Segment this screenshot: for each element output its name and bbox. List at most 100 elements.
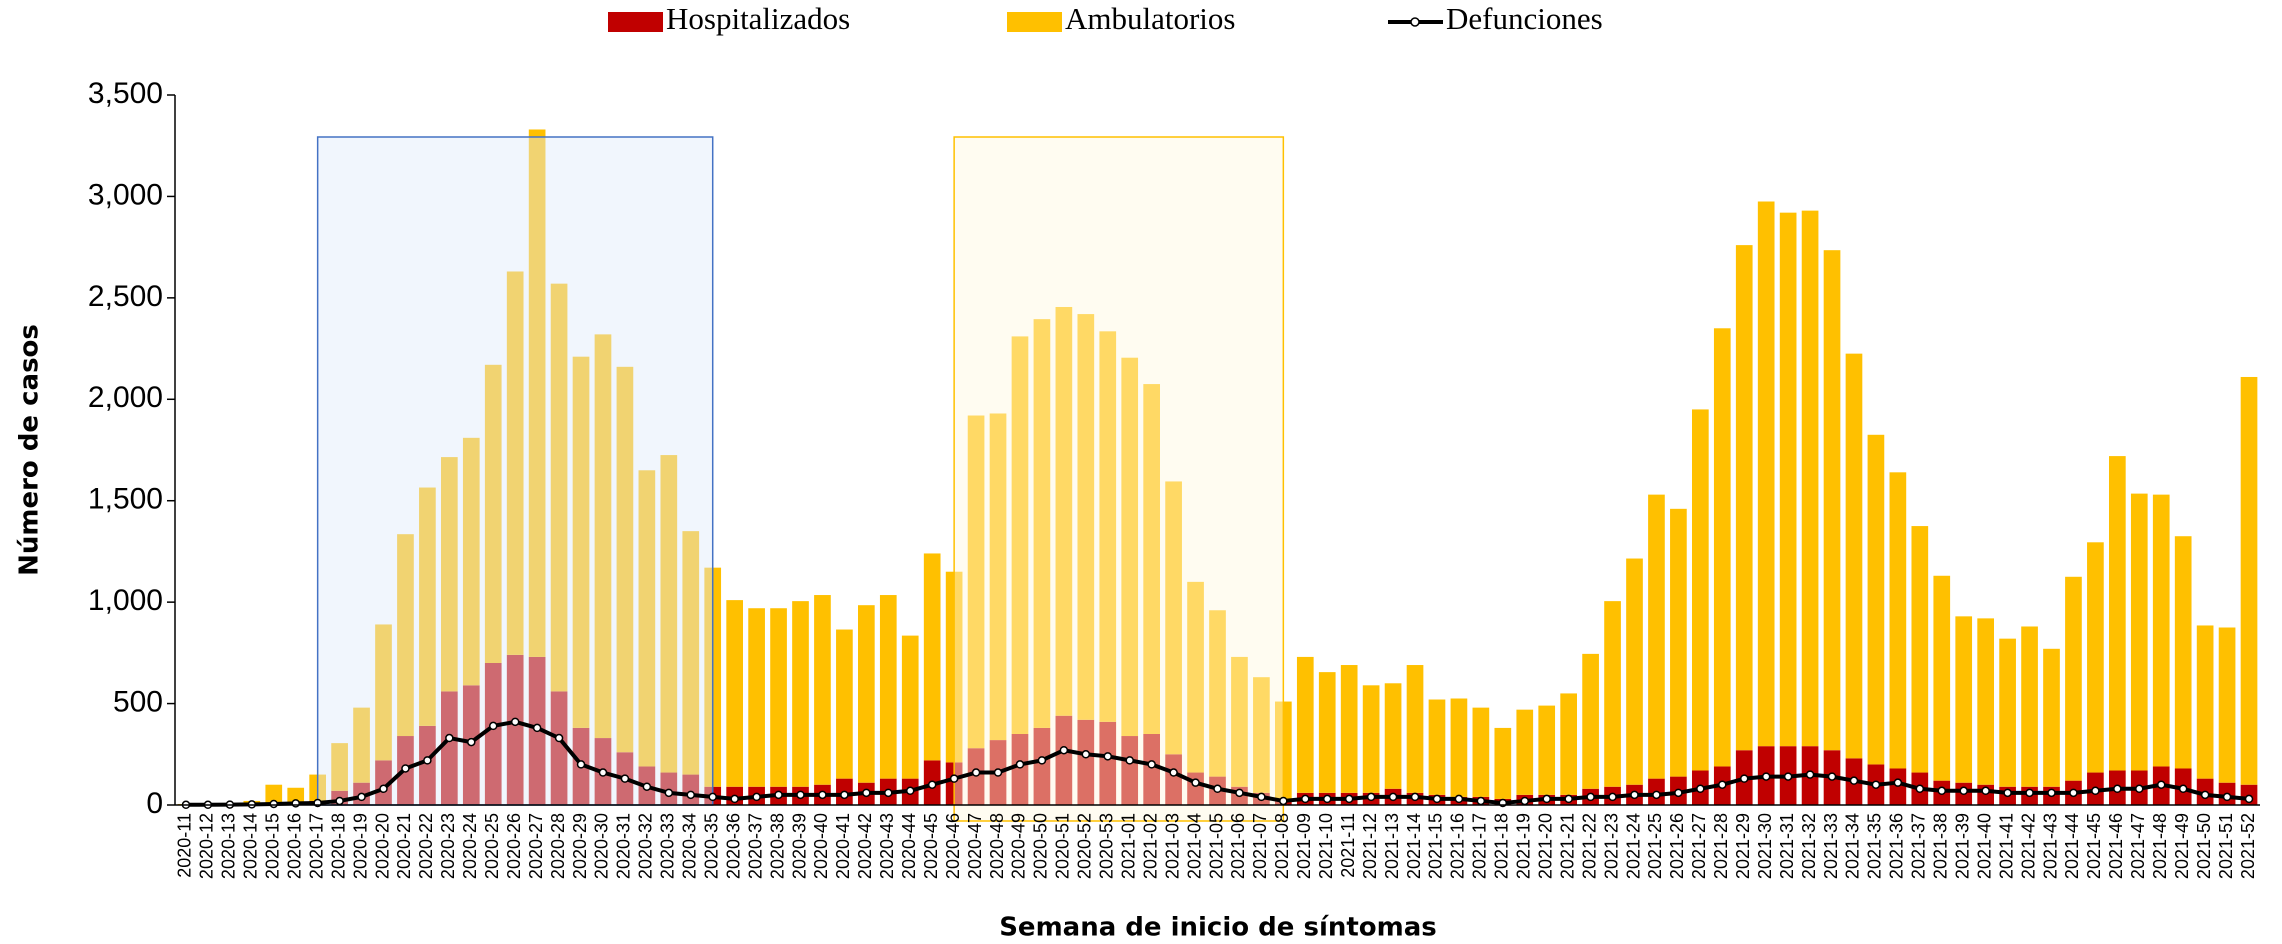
bar bbox=[1143, 734, 1160, 805]
x-tick-label: 2020-36 bbox=[723, 813, 743, 879]
bar bbox=[1209, 610, 1226, 777]
x-tick-label: 2021-45 bbox=[2084, 813, 2104, 879]
line-marker bbox=[1696, 784, 1705, 794]
x-tick-label: 2020-15 bbox=[263, 813, 283, 879]
line-marker bbox=[576, 760, 586, 769]
line-marker bbox=[1125, 756, 1134, 765]
line-marker bbox=[1959, 786, 1968, 796]
line-marker bbox=[2135, 784, 2144, 794]
x-tick-label: 2021-01 bbox=[1118, 813, 1138, 879]
bar bbox=[397, 534, 414, 737]
legend-swatch bbox=[608, 12, 663, 32]
line-marker bbox=[2091, 786, 2100, 796]
x-tick-label: 2020-30 bbox=[592, 813, 612, 879]
bar bbox=[506, 271, 524, 655]
x-tick-label: 2020-11 bbox=[175, 813, 195, 878]
bar bbox=[1099, 721, 1117, 805]
x-tick-label: 2021-36 bbox=[1887, 813, 1907, 879]
line-marker bbox=[1981, 786, 1990, 796]
x-tick-label: 2020-23 bbox=[438, 813, 458, 879]
bar bbox=[1055, 715, 1073, 805]
bar bbox=[616, 366, 634, 753]
bar bbox=[2130, 493, 2148, 771]
bar bbox=[1538, 705, 1556, 795]
line-marker bbox=[1849, 776, 1859, 785]
bar bbox=[375, 624, 392, 761]
line-marker bbox=[1630, 790, 1639, 800]
line-marker bbox=[1718, 780, 1727, 789]
bar bbox=[1999, 638, 2016, 787]
bar bbox=[660, 455, 678, 773]
x-tick-label: 2020-21 bbox=[394, 813, 414, 879]
line-marker bbox=[269, 799, 279, 809]
line-marker bbox=[642, 782, 652, 791]
x-tick-label: 2021-16 bbox=[1448, 813, 1468, 879]
bar bbox=[1933, 575, 1951, 781]
legend-label: Hospitalizados bbox=[666, 1, 850, 36]
line-marker bbox=[2156, 780, 2166, 789]
line-marker bbox=[1564, 794, 1573, 804]
bar bbox=[989, 413, 1007, 741]
x-tick-label: 2021-15 bbox=[1426, 813, 1446, 879]
line-marker bbox=[1542, 794, 1551, 804]
bar bbox=[462, 437, 480, 686]
bar bbox=[1977, 618, 1994, 785]
x-tick-label: 2021-21 bbox=[1557, 813, 1577, 879]
legend-label: Defunciones bbox=[1446, 1, 1603, 36]
x-tick-label: 2020-17 bbox=[306, 813, 326, 879]
x-tick-label: 2021-28 bbox=[1711, 813, 1731, 879]
line-marker bbox=[335, 796, 344, 806]
bar bbox=[1713, 328, 1731, 767]
bar bbox=[375, 760, 392, 805]
x-tick-label: 2021-50 bbox=[2194, 813, 2214, 879]
x-tick-label: 2021-23 bbox=[1601, 813, 1621, 879]
bar bbox=[748, 608, 765, 787]
line-marker bbox=[379, 784, 388, 794]
bar bbox=[1450, 698, 1468, 797]
x-tick-label: 2020-37 bbox=[745, 813, 765, 879]
bar bbox=[1011, 734, 1029, 805]
bar bbox=[726, 600, 743, 787]
y-tick-label: 1,000 bbox=[88, 584, 163, 617]
bar bbox=[967, 415, 985, 749]
bar bbox=[1670, 508, 1687, 777]
bar bbox=[572, 356, 590, 728]
x-tick-label: 2021-41 bbox=[1996, 813, 2016, 879]
legend-swatch bbox=[1007, 12, 1062, 32]
line-marker bbox=[993, 768, 1003, 777]
bar bbox=[1143, 384, 1160, 734]
line-marker bbox=[2222, 792, 2232, 802]
line-marker bbox=[1279, 796, 1288, 806]
bar bbox=[2021, 626, 2038, 787]
y-tick-label: 1,500 bbox=[88, 483, 163, 516]
line-marker bbox=[840, 790, 849, 800]
x-tick-label: 2020-53 bbox=[1097, 813, 1117, 879]
bar bbox=[1340, 665, 1358, 793]
x-tick-label: 2021-20 bbox=[1535, 813, 1555, 879]
x-tick-label: 2021-09 bbox=[1294, 813, 1314, 879]
bar bbox=[1187, 581, 1204, 773]
x-tick-label: 2020-25 bbox=[482, 813, 502, 879]
line-marker bbox=[2178, 784, 2188, 794]
x-tick-label: 2020-43 bbox=[877, 813, 897, 879]
y-tick-label: 0 bbox=[146, 787, 163, 820]
bar bbox=[1648, 494, 1665, 779]
line-marker bbox=[1366, 792, 1376, 802]
line-marker bbox=[1937, 786, 1947, 796]
y-tick-label: 3,500 bbox=[88, 77, 163, 110]
x-tick-label: 2020-35 bbox=[701, 813, 721, 879]
line-marker bbox=[927, 780, 937, 789]
x-tick-label: 2021-38 bbox=[1931, 813, 1951, 879]
x-tick-label: 2020-40 bbox=[811, 813, 831, 879]
x-tick-label: 2021-32 bbox=[1799, 813, 1819, 879]
bar bbox=[528, 129, 546, 657]
x-tick-label: 2020-44 bbox=[899, 813, 919, 879]
bar bbox=[1011, 336, 1029, 734]
line-marker bbox=[2200, 790, 2210, 800]
line-marker bbox=[401, 764, 410, 773]
x-tick-label: 2021-04 bbox=[1184, 813, 1204, 879]
x-tick-label: 2020-39 bbox=[789, 813, 809, 879]
x-tick-label: 2020-14 bbox=[241, 813, 261, 879]
x-tick-label: 2020-47 bbox=[965, 813, 985, 879]
line-marker bbox=[1454, 794, 1464, 804]
